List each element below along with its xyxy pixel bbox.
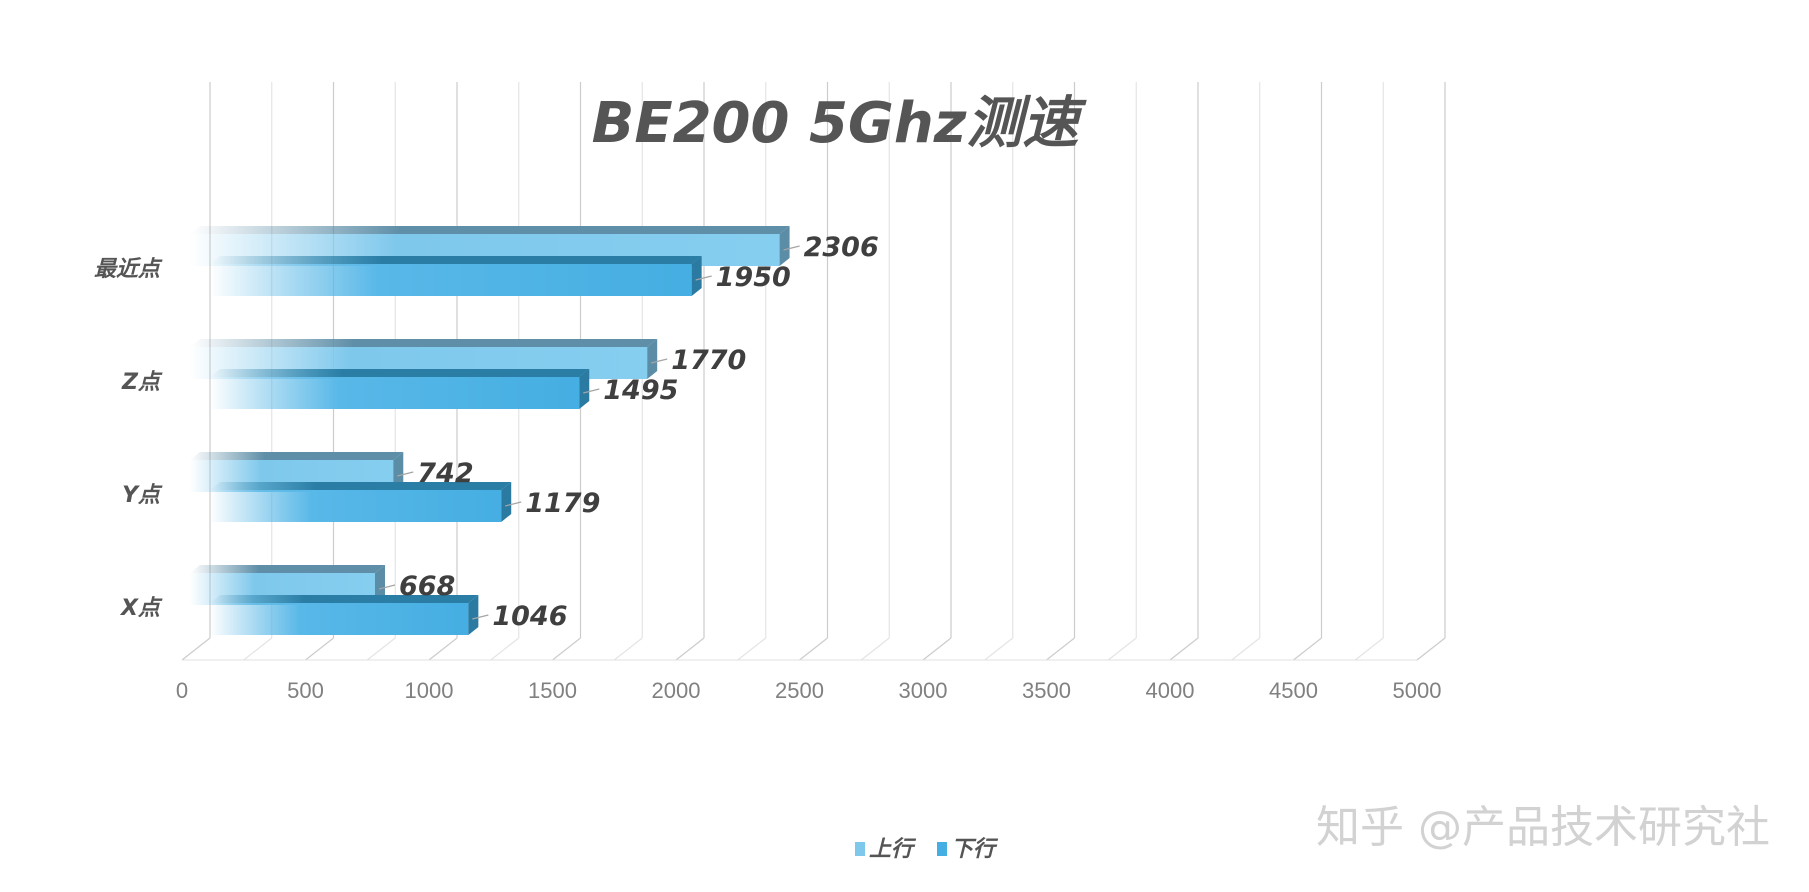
x-tick-label: 2500 (775, 678, 824, 703)
x-tick-label: 1500 (528, 678, 577, 703)
bar-download (210, 256, 702, 296)
bar-download (210, 482, 512, 522)
floor-gridline (1046, 637, 1075, 661)
floor-gridline (1231, 637, 1261, 661)
floor-gridline (984, 637, 1014, 661)
floor-gridline (1354, 637, 1384, 661)
x-axis: 0 500 1000 1500 2000 2500 3000 3500 4000 4500 5000 (176, 678, 1442, 703)
legend-swatch (937, 842, 947, 856)
data-label-upload: 1770 (671, 345, 746, 376)
data-label-download: 1950 (716, 262, 791, 293)
legend-swatch (855, 842, 865, 856)
floor-gridline (799, 637, 828, 661)
data-label-download: 1495 (603, 375, 678, 406)
x-tick-label: 1000 (405, 678, 454, 703)
legend-label: 上行 (869, 837, 917, 862)
floor-gridline (613, 637, 643, 661)
data-label-leader (695, 275, 712, 281)
x-tick-label: 500 (287, 678, 324, 703)
category-axis: X点 Y点 Z点 最近点 (94, 257, 163, 621)
data-label-download: 1046 (492, 601, 567, 632)
floor-gridline (243, 637, 273, 661)
floor-gridline (675, 637, 705, 661)
category-label: X点 (119, 596, 163, 621)
floor-gridline (1107, 637, 1137, 661)
category-label: Z点 (121, 370, 163, 395)
data-label-leader (583, 388, 600, 394)
floor-gridline (922, 637, 952, 661)
floor-gridline (860, 637, 890, 661)
data-label-leader (378, 584, 396, 590)
data-label-upload: 668 (399, 571, 455, 602)
data-label-leader (651, 358, 668, 364)
data-label-leader (472, 614, 489, 620)
category-label: Y点 (122, 483, 163, 508)
floor-gridline (490, 637, 520, 661)
floor-gridline (1293, 637, 1322, 661)
floor-gridline (181, 637, 211, 661)
data-label-download: 1179 (525, 488, 600, 519)
data-label-upload: 2306 (804, 232, 879, 263)
bars (190, 226, 790, 635)
floor-gridline (366, 637, 396, 661)
floor-gridline (1416, 637, 1446, 661)
x-tick-label: 5000 (1393, 678, 1442, 703)
floor-gridline (737, 637, 767, 661)
floor-gridline (1169, 637, 1199, 661)
floor-gridline (552, 637, 581, 661)
x-tick-label: 3500 (1022, 678, 1071, 703)
legend: 上行 下行 (855, 837, 999, 862)
x-tick-label: 4000 (1146, 678, 1195, 703)
data-label-upload: 742 (417, 458, 473, 489)
x-tick-label: 4500 (1269, 678, 1318, 703)
data-label-leader (783, 245, 800, 251)
floor-gridline (428, 637, 458, 661)
watermark: 知乎 @产品技术研究社 (1316, 802, 1770, 853)
floor-gridline (305, 637, 334, 661)
data-label-leader (397, 471, 414, 477)
chart-title: BE200 5Ghz测速 (592, 91, 1088, 156)
x-tick-label: 0 (176, 678, 188, 703)
legend-label: 下行 (951, 837, 999, 862)
bar-download (210, 595, 479, 635)
x-tick-label: 3000 (899, 678, 948, 703)
x-tick-label: 2000 (652, 678, 701, 703)
data-label-leader (505, 501, 522, 507)
bar-download (210, 369, 590, 409)
category-label: 最近点 (94, 257, 163, 282)
